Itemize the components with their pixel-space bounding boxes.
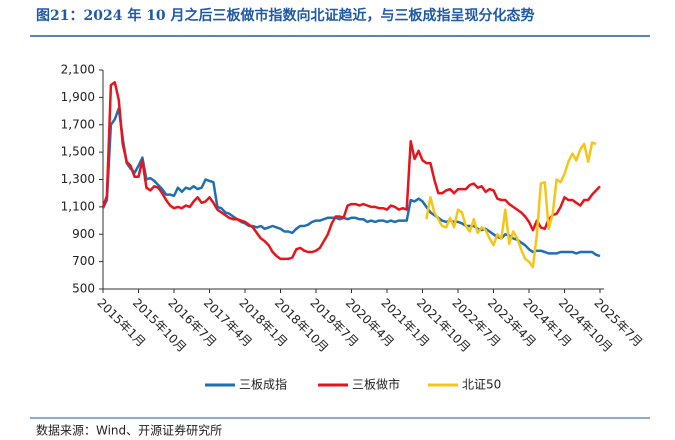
legend-label: 北证50 — [462, 378, 501, 392]
y-tick-label: 1,700 — [61, 117, 95, 131]
y-tick-label: 2,100 — [61, 63, 95, 77]
series-line — [101, 107, 601, 258]
y-tick-label: 1,300 — [61, 172, 95, 186]
y-tick-label: 900 — [72, 227, 95, 241]
y-tick-label: 1,100 — [61, 199, 95, 213]
y-tick-label: 1,900 — [61, 90, 95, 104]
chart-title: 图21：2024 年 10 月之后三板做市指数向北证趋近，与三板成指呈现分化态势 — [36, 7, 535, 24]
y-tick-label: 500 — [72, 282, 95, 296]
series-line — [101, 81, 601, 261]
y-tick-label: 700 — [72, 254, 95, 268]
y-tick-label: 1,500 — [61, 145, 95, 159]
legend-label: 三板成指 — [239, 377, 287, 392]
legend-label: 三板做市 — [352, 377, 400, 392]
series-line — [425, 141, 597, 269]
source-note: 数据来源：Wind、开源证券研究所 — [36, 423, 222, 438]
